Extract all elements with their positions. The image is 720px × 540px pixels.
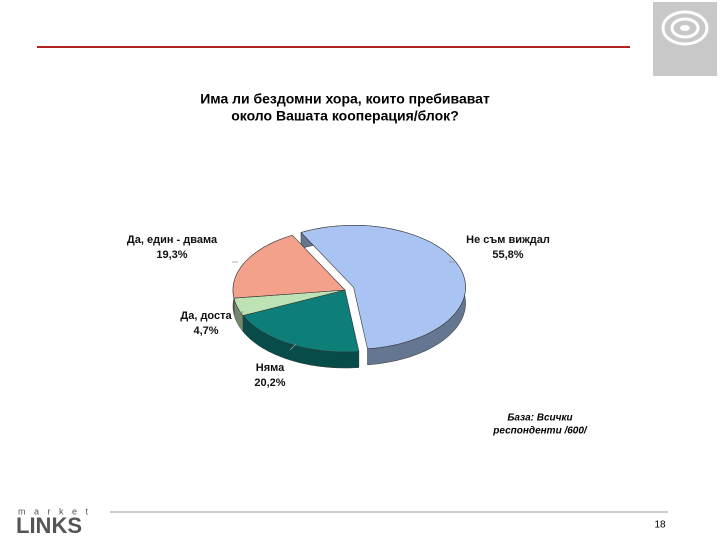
pie-tops [232, 225, 466, 353]
slice [300, 225, 466, 350]
logo-bottom: LINKS [16, 513, 82, 538]
category-label: Да, един - двама [127, 234, 218, 246]
title-line: около Вашата кооперация/блок? [231, 108, 459, 124]
pie [232, 225, 466, 369]
category-label: Няма [256, 362, 285, 374]
leader-line [289, 343, 297, 351]
logo-top: m a r k e t [18, 506, 91, 516]
slice [242, 289, 360, 353]
category-label: Не съм виждал [466, 234, 550, 246]
logo-ring [680, 25, 690, 31]
category-label: Да, доста [180, 310, 232, 322]
slice [232, 234, 346, 299]
title-line: Има ли бездомни хора, които пребивават [200, 91, 490, 107]
value-label: 55,8% [492, 249, 523, 261]
logo-ring [661, 10, 709, 46]
page-number: 18 [654, 520, 666, 531]
logo-ring [670, 17, 700, 39]
value-label: 19,3% [156, 249, 187, 261]
society-logo [653, 2, 717, 76]
value-label: 4,7% [193, 325, 218, 337]
footnote-line: респонденти /600/ [492, 426, 588, 437]
footnote-line: База: Всички [507, 413, 572, 424]
slice [233, 289, 346, 316]
value-label: 20,2% [254, 377, 285, 389]
